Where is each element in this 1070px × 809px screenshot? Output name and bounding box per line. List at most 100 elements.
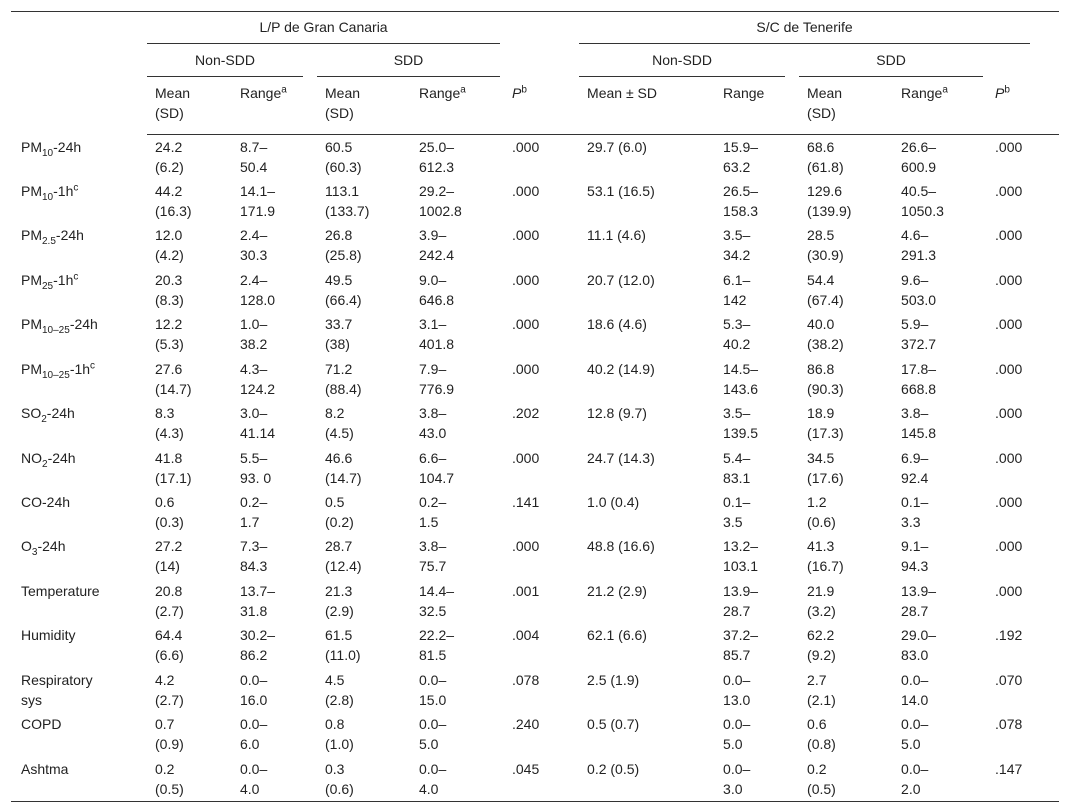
column-header: Mean ± SD xyxy=(579,77,716,135)
cell-line: 6.9– xyxy=(901,449,929,466)
cell-line: .078 xyxy=(995,716,1023,733)
cell-line: (0.6) xyxy=(325,780,354,797)
data-cell: .070 xyxy=(987,668,1059,712)
cell-line: (38.2) xyxy=(807,336,844,353)
cell-line: 0.0– xyxy=(723,760,751,777)
cell-line: 53.1 (16.5) xyxy=(587,182,655,199)
data-cell: 24.2 (6.2) xyxy=(147,135,232,179)
cell-line: 2.7 xyxy=(807,671,827,688)
data-cell: 2.4– 30.3 xyxy=(232,223,317,267)
italic: P xyxy=(995,85,1005,101)
group-label: S/C de Tenerife xyxy=(579,12,1031,44)
cell-line: PM10–25-1hc xyxy=(21,359,147,380)
cell-line: 1050.3 xyxy=(901,202,944,219)
cell-line: 63.2 xyxy=(723,159,751,175)
data-cell: .000 xyxy=(987,446,1059,490)
data-cell: .000 xyxy=(987,579,1059,623)
cell-line: 86.8 xyxy=(807,360,835,377)
cell-line: 5.0 xyxy=(723,736,743,753)
cell-line: Pb xyxy=(512,83,579,103)
cell-line: (0.2) xyxy=(325,514,354,530)
data-cell: 29.2– 1002.8 xyxy=(411,179,504,223)
cell-line: 0.6 xyxy=(807,716,827,733)
cell-line: (14.7) xyxy=(155,380,192,397)
cell-line: 1.0 (0.4) xyxy=(587,494,640,510)
cell-line: 6.0 xyxy=(240,736,260,753)
data-cell: 6.9– 92.4 xyxy=(893,446,987,490)
cell-line: 27.6 xyxy=(155,360,183,377)
cell-line: (14) xyxy=(155,558,180,575)
cell-line: 113.1 xyxy=(325,182,359,199)
cell-line: 0.0– xyxy=(240,716,268,733)
text: Range xyxy=(240,85,282,101)
data-cell: 0.8 (1.0) xyxy=(317,712,411,756)
cell-line: 776.9 xyxy=(419,380,455,397)
cell-line: (0.3) xyxy=(155,514,184,530)
cell-line: (25.8) xyxy=(325,247,362,264)
text: PM xyxy=(21,316,42,333)
cell-line: O3-24h xyxy=(21,536,147,557)
subscript: 2 xyxy=(41,413,47,425)
cell-line: 43.0 xyxy=(419,425,447,442)
data-cell: 27.2 (14) xyxy=(147,534,232,578)
column-header: Mean (SD) xyxy=(317,77,411,135)
cell-line: (0.5) xyxy=(155,780,184,797)
text: Range xyxy=(419,85,461,101)
text: Range xyxy=(901,85,943,101)
cell-line: 0.0– xyxy=(419,671,447,688)
cell-line: .000 xyxy=(995,271,1023,288)
data-cell: 41.8 (17.1) xyxy=(147,446,232,490)
cell-line: 20.7 (12.0) xyxy=(587,271,655,288)
data-cell: 18.9 (17.3) xyxy=(799,401,893,445)
cell-line: (4.5) xyxy=(325,425,354,442)
cell-line: .000 xyxy=(995,227,1023,244)
cell-line: PM10-1hc xyxy=(21,181,147,202)
cell-line: 291.3 xyxy=(901,247,937,264)
data-cell: 0.0– 14.0 xyxy=(893,668,987,712)
cell-line: 3.5– xyxy=(723,405,751,422)
cell-line: 0.8 xyxy=(325,716,345,733)
data-cell: 2.4– 128.0 xyxy=(232,268,317,312)
data-cell: 4.2 (2.7) xyxy=(147,668,232,712)
data-cell: 9.6– 503.0 xyxy=(893,268,987,312)
cell-line: 13.0 xyxy=(723,691,751,708)
data-cell: 4.5 (2.8) xyxy=(317,668,411,712)
data-cell: 29.0– 83.0 xyxy=(893,623,987,667)
cell-line: 61.5 xyxy=(325,627,353,644)
data-cell: 49.5 (66.4) xyxy=(317,268,411,312)
cell-line: .000 xyxy=(995,582,1023,599)
column-header: Pb xyxy=(504,77,580,135)
data-cell: 7.3– 84.3 xyxy=(232,534,317,578)
cell-line: .000 xyxy=(995,360,1023,377)
cell-line: (1.0) xyxy=(325,736,354,753)
data-table: L/P de Gran Canaria S/C de Tenerife Non-SD… xyxy=(11,11,1060,802)
data-cell: 13.7– 31.8 xyxy=(232,579,317,623)
data-cell: .000 xyxy=(987,135,1059,179)
superscript: b xyxy=(1004,84,1010,96)
cell-line: 48.8 (16.6) xyxy=(587,538,655,555)
data-cell: 9.0– 646.8 xyxy=(411,268,504,312)
group-header: S/C de Tenerife xyxy=(579,12,1059,44)
data-cell: 15.9– 63.2 xyxy=(715,135,799,179)
data-cell: 0.0– 6.0 xyxy=(232,712,317,756)
data-row: SO2-24h 8.3 (4.3) 3.0– 41.14 8.2 (4.5) 3.8– 43.0… xyxy=(11,401,1059,445)
text: PM xyxy=(21,138,42,155)
data-cell: 3.8– 75.7 xyxy=(411,534,504,578)
subgroup-header: Non-SDD xyxy=(579,44,799,77)
cell-line: (17.3) xyxy=(807,425,844,442)
data-cell: .192 xyxy=(987,623,1059,667)
cell-line: (30.9) xyxy=(807,247,844,264)
data-cell: 0.6 (0.8) xyxy=(799,712,893,756)
superscript: c xyxy=(73,271,79,283)
cell-line: 29.2– xyxy=(419,182,455,199)
subgroup-label: SDD xyxy=(799,44,984,77)
cell-line: 8.7– xyxy=(240,139,268,155)
cell-line: 12.8 (9.7) xyxy=(587,405,647,422)
data-cell: 8.3 (4.3) xyxy=(147,401,232,445)
cell-line: 0.0– xyxy=(723,671,751,688)
data-cell: 33.7 (38) xyxy=(317,312,411,356)
data-cell: 46.6 (14.7) xyxy=(317,446,411,490)
cell-line: 12.0 xyxy=(155,227,183,244)
cell-line: Rangea xyxy=(901,83,987,103)
cell-line: .001 xyxy=(512,582,540,599)
